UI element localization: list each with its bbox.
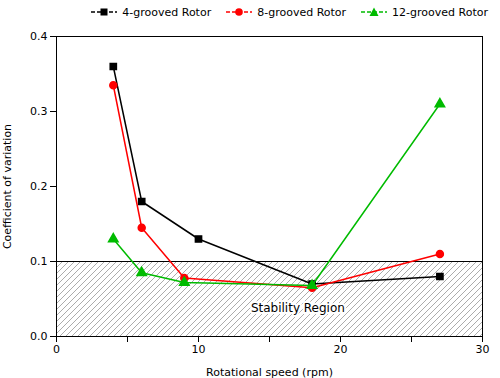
svg-text:0.1: 0.1	[30, 255, 48, 268]
svg-text:10: 10	[192, 343, 206, 356]
svg-text:Rotational speed (rpm): Rotational speed (rpm)	[206, 366, 333, 378]
svg-text:0.4: 0.4	[30, 30, 48, 43]
html-text:8-grooved Rotor: 8-grooved Rotor	[257, 5, 347, 19]
svg-text:Stability Region: Stability Region	[251, 301, 345, 315]
svg-text:0.2: 0.2	[30, 180, 48, 193]
svg-text:0.3: 0.3	[30, 105, 48, 118]
html-text:12-grooved Rotor: 12-grooved Rotor	[392, 5, 488, 19]
svg-text:Coefficient of variation: Coefficient of variation	[1, 124, 14, 249]
svg-text:0: 0	[53, 343, 60, 356]
html-text:4-grooved Rotor: 4-grooved Rotor	[122, 5, 212, 19]
svg-text:0.0: 0.0	[30, 330, 48, 343]
svg-text:30: 30	[476, 343, 490, 356]
svg-text:20: 20	[334, 343, 348, 356]
